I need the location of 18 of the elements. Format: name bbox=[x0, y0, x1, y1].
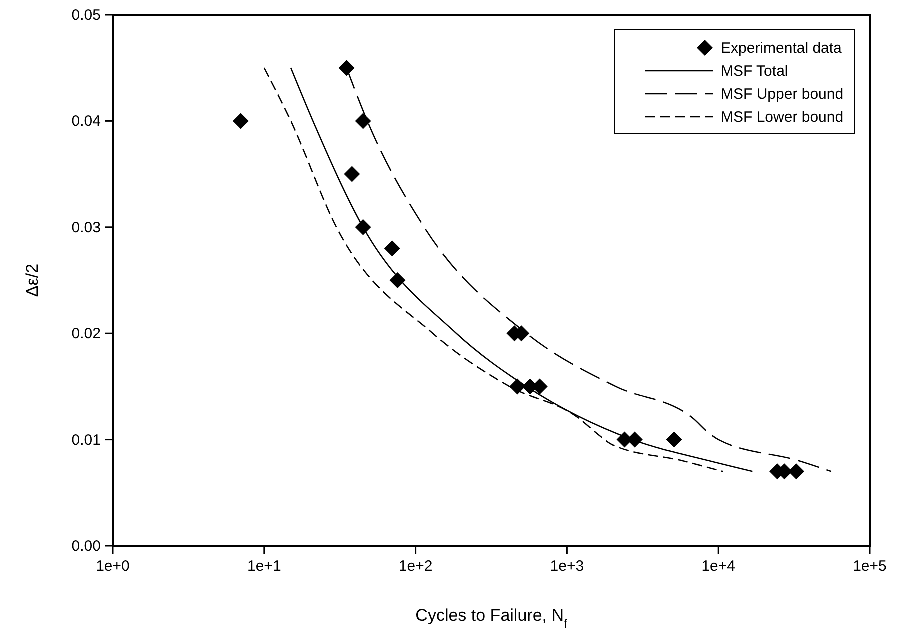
y-tick-label: 0.00 bbox=[72, 538, 101, 555]
legend-label: MSF Upper bound bbox=[721, 86, 844, 103]
legend-label: MSF Lower bound bbox=[721, 109, 844, 126]
legend-label: Experimental data bbox=[721, 40, 843, 57]
y-tick-label: 0.03 bbox=[72, 219, 101, 236]
x-tick-label: 1e+2 bbox=[398, 558, 433, 575]
y-tick-label: 0.04 bbox=[72, 113, 101, 130]
x-tick-label: 1e+1 bbox=[248, 558, 282, 575]
y-axis-title: Δε/2 bbox=[23, 264, 42, 298]
x-tick-label: 1e+0 bbox=[96, 558, 130, 575]
legend-label: MSF Total bbox=[721, 63, 788, 80]
x-tick-label: 1e+4 bbox=[702, 558, 736, 575]
y-tick-label: 0.05 bbox=[72, 7, 101, 24]
y-tick-label: 0.02 bbox=[72, 326, 101, 343]
x-axis-title: Cycles to Failure, N$_{f}$ bbox=[416, 606, 568, 631]
y-tick-label: 0.01 bbox=[72, 432, 101, 449]
x-tick-label: 1e+3 bbox=[550, 558, 584, 575]
x-tick-label: 1e+5 bbox=[853, 558, 887, 575]
